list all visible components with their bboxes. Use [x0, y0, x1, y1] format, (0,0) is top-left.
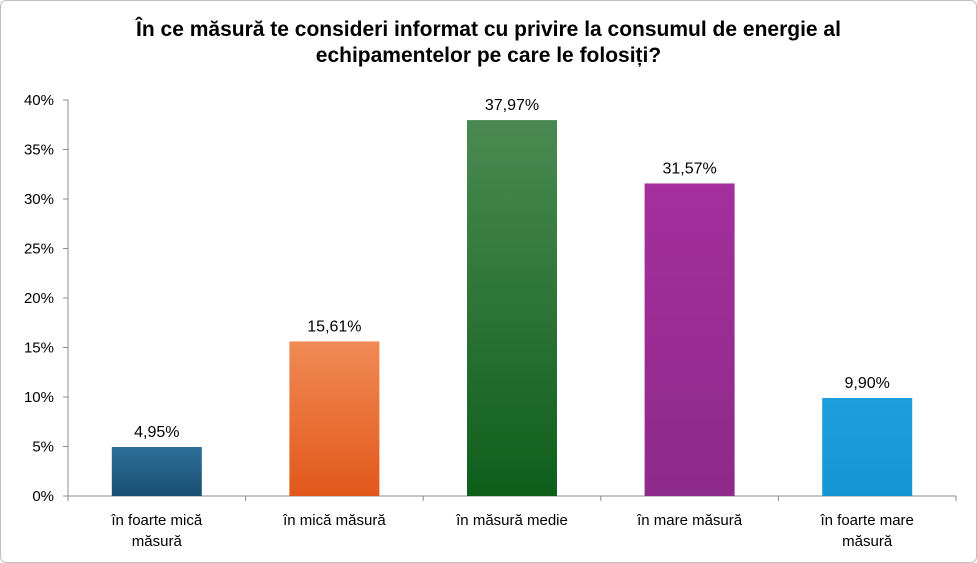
chart-title: În ce măsură te consideri informat cu pr…: [136, 18, 841, 67]
y-tick-label: 15%: [24, 340, 54, 357]
bar: [111, 446, 202, 496]
x-tick-label: în măsură medie: [455, 512, 568, 529]
y-tick-label: 40%: [24, 92, 54, 109]
y-tick-label: 30%: [24, 191, 54, 208]
bar: [289, 341, 380, 496]
x-tick-label: în foarte mare măsură: [820, 512, 914, 550]
data-label: 9,90%: [845, 375, 890, 392]
bar: [467, 120, 557, 497]
y-tick-label: 35%: [24, 142, 54, 159]
y-tick-label: 25%: [24, 241, 54, 258]
y-tick-label: 20%: [24, 290, 54, 307]
data-label: 15,61%: [307, 318, 361, 335]
y-tick-label: 5%: [32, 439, 54, 456]
bar: [644, 183, 735, 496]
data-label: 37,97%: [485, 97, 539, 114]
y-tick-label: 0%: [32, 488, 54, 505]
x-tick-label: în foarte mică măsură: [110, 512, 203, 550]
data-label: 31,57%: [662, 160, 716, 177]
x-tick-label: în mică măsură: [282, 512, 386, 529]
labels: 4,95% în foarte mică măsură 15,61% în mică m…: [110, 97, 914, 550]
axes: 0% 5% 10% 15% 20% 25% 30% 35% 40%: [24, 92, 957, 505]
x-tick-label: în mare măsură: [636, 512, 743, 529]
data-label: 4,95%: [134, 424, 179, 441]
bars: [111, 120, 913, 497]
bar: [822, 397, 913, 496]
y-tick-label: 10%: [24, 389, 54, 406]
